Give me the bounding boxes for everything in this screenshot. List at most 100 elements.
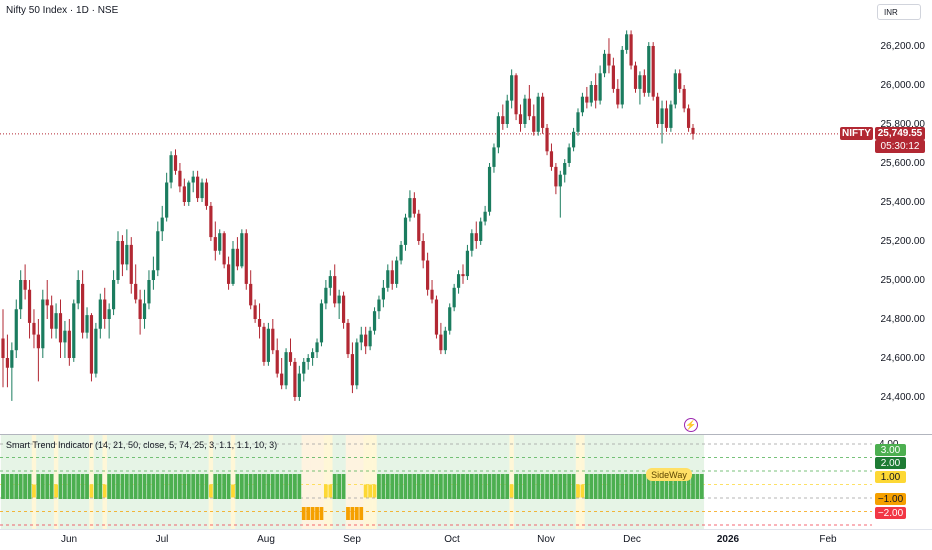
indicator-bar <box>5 474 10 499</box>
indicator-bar <box>385 474 390 499</box>
candle <box>686 104 691 132</box>
candle <box>288 338 293 366</box>
indicator-bar <box>293 474 297 499</box>
price-axis-label: 25,800.00 <box>881 119 926 130</box>
candle <box>187 180 191 206</box>
candle <box>134 264 138 304</box>
indicator-bar <box>71 474 76 499</box>
candle <box>625 30 629 54</box>
indicator-bar <box>341 474 346 499</box>
indicator-bar <box>142 474 147 499</box>
candle <box>280 358 284 390</box>
indicator-bg-cell <box>575 435 581 530</box>
indicator-bar <box>231 484 235 498</box>
candle <box>244 229 248 290</box>
lightning-icon[interactable]: ⚡ <box>684 418 698 432</box>
indicator-bg-cell <box>363 435 368 530</box>
currency-selector[interactable]: INR <box>877 4 921 20</box>
candle <box>355 338 359 390</box>
indicator-bar <box>350 507 355 520</box>
candle <box>262 322 266 366</box>
candle <box>226 256 231 290</box>
indicator-bar <box>222 474 227 499</box>
price-chart[interactable]: 26,200.00 26,000.00 25,800.00 25,600.00 25,4… <box>0 0 932 434</box>
candle <box>19 270 23 319</box>
candle <box>589 81 593 107</box>
indicator-bar <box>518 474 523 499</box>
candle <box>58 299 63 358</box>
indicator-bar <box>235 474 240 499</box>
indicator-bar <box>408 474 412 499</box>
price-axis-label: 26,200.00 <box>881 41 926 52</box>
candle <box>204 178 209 210</box>
candle <box>430 280 434 304</box>
candle <box>377 295 381 319</box>
candle <box>470 229 474 257</box>
candle <box>616 79 620 109</box>
indicator-bar <box>593 474 598 499</box>
candle <box>235 237 240 271</box>
candle <box>452 283 456 312</box>
indicator-bar <box>558 474 563 499</box>
indicator-bar <box>160 474 165 499</box>
candle <box>14 299 18 358</box>
indicator-title[interactable]: Smart Trend Indicator (14, 21, 50, close… <box>6 440 278 450</box>
indicator-bar <box>346 507 350 520</box>
candle <box>633 61 638 93</box>
indicator-bar <box>337 474 342 499</box>
indicator-bar <box>284 474 288 499</box>
candle <box>89 313 94 382</box>
candle <box>81 270 85 339</box>
candle <box>213 221 217 261</box>
price-axis-label: 24,600.00 <box>881 353 926 364</box>
indicator-bar <box>116 474 120 499</box>
indicator-bar <box>120 474 125 499</box>
indicator-bar <box>571 474 576 499</box>
candle <box>50 295 54 339</box>
indicator-bar <box>275 474 280 499</box>
pane-separator[interactable] <box>0 434 932 435</box>
candle <box>222 231 226 269</box>
indicator-bar <box>553 474 558 499</box>
indicator-bar <box>545 474 549 499</box>
indicator-bar <box>699 474 704 499</box>
candle <box>386 264 390 292</box>
candle <box>271 319 275 355</box>
candle <box>257 303 262 339</box>
candle <box>492 143 496 173</box>
indicator-bar <box>403 474 408 499</box>
price-axis[interactable]: 26,200.00 26,000.00 25,800.00 25,600.00 25,4… <box>881 41 926 403</box>
indicator-bar <box>660 474 664 499</box>
indicator-bar <box>80 474 85 499</box>
indicator-bar <box>27 474 32 499</box>
candle <box>523 94 527 128</box>
candle <box>664 100 669 132</box>
candle <box>580 92 585 117</box>
ind-tag-3: 3.00 <box>875 444 906 456</box>
time-axis-label: Dec <box>623 534 641 545</box>
indicator-bar <box>611 474 616 499</box>
indicator-bar <box>266 474 271 499</box>
indicator-bar <box>107 474 112 499</box>
time-axis-label: Oct <box>444 534 460 545</box>
indicator-bar <box>67 474 72 499</box>
candle <box>474 221 478 249</box>
candle <box>306 354 310 370</box>
candle <box>218 229 222 255</box>
indicator-bg-cell <box>230 435 236 530</box>
candle <box>527 85 531 121</box>
indicator-bar <box>363 484 368 498</box>
indicator-bg-cell <box>323 435 329 530</box>
indicator-pane[interactable]: 4.000.00 <box>0 435 932 530</box>
indicator-bar <box>372 484 377 498</box>
indicator-bar <box>306 507 311 520</box>
indicator-bar <box>93 474 98 499</box>
indicator-bar <box>124 474 129 499</box>
time-axis[interactable]: Jun Jul Aug Sep Oct Nov Dec 2026 Feb <box>0 530 932 550</box>
indicator-bar <box>164 474 169 499</box>
candle <box>138 289 142 335</box>
indicator-bar <box>169 474 173 499</box>
candle <box>651 42 655 101</box>
ind-tag-2: 2.00 <box>875 457 906 469</box>
candle <box>27 280 32 339</box>
